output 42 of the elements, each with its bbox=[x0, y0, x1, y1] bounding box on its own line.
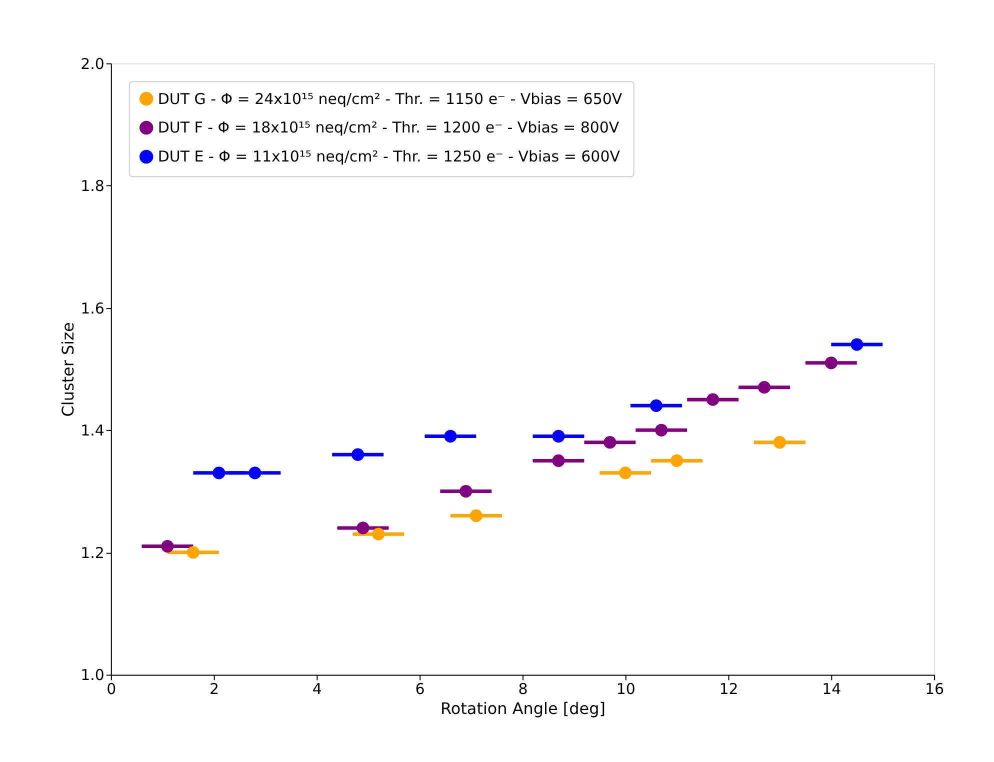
point bbox=[186, 546, 200, 559]
x-tick-label: 10 bbox=[616, 680, 636, 698]
point bbox=[356, 522, 370, 534]
x-tick-label: 0 bbox=[106, 680, 116, 698]
x-axis-title: Rotation Angle [deg] bbox=[440, 699, 606, 718]
point bbox=[248, 466, 262, 480]
point bbox=[161, 540, 174, 553]
point bbox=[470, 509, 482, 522]
point bbox=[619, 466, 632, 480]
x-tick-label: 2 bbox=[210, 680, 220, 698]
y-tick-label: 1.8 bbox=[80, 177, 104, 196]
y-tick-label: 1.6 bbox=[80, 299, 104, 318]
point bbox=[352, 448, 364, 461]
legend-label: DUT F - Φ = 18x10¹⁵ neq/cm² - Thr. = 1200 e⁻ - Vbias = 800V bbox=[158, 118, 620, 137]
point bbox=[552, 430, 565, 443]
x-tick-label: 8 bbox=[518, 680, 528, 698]
point bbox=[460, 484, 472, 498]
y-tick-label: 2.0 bbox=[80, 54, 104, 73]
y-tick-label: 1.2 bbox=[80, 544, 104, 562]
point bbox=[706, 393, 720, 406]
x-tick-label: 16 bbox=[925, 680, 944, 698]
x-tick-label: 4 bbox=[312, 680, 322, 698]
x-tick-label: 14 bbox=[822, 680, 842, 698]
y-tick-label: 1.4 bbox=[80, 422, 104, 440]
point bbox=[670, 454, 684, 468]
legend-label: DUT G - Φ = 24x10¹⁵ neq/cm² - Thr. = 1150 e⁻ - Vbias = 650V bbox=[158, 90, 623, 108]
point bbox=[655, 424, 668, 436]
x-tick-label: 6 bbox=[415, 680, 425, 698]
point bbox=[212, 466, 226, 480]
y-tick-label: 1.0 bbox=[80, 666, 104, 684]
point bbox=[604, 436, 616, 449]
point bbox=[773, 436, 786, 449]
point bbox=[850, 338, 864, 351]
point bbox=[372, 528, 385, 540]
point bbox=[650, 399, 663, 412]
point bbox=[552, 454, 565, 468]
legend-label: DUT E - Φ = 11x10¹⁵ neq/cm² - Thr. = 1250 e⁻ - Vbias = 600V bbox=[158, 148, 621, 166]
point bbox=[824, 356, 838, 370]
y-axis-title: Cluster Size bbox=[58, 322, 78, 417]
point bbox=[444, 430, 457, 443]
point bbox=[758, 381, 771, 394]
x-tick-label: 12 bbox=[719, 680, 738, 698]
